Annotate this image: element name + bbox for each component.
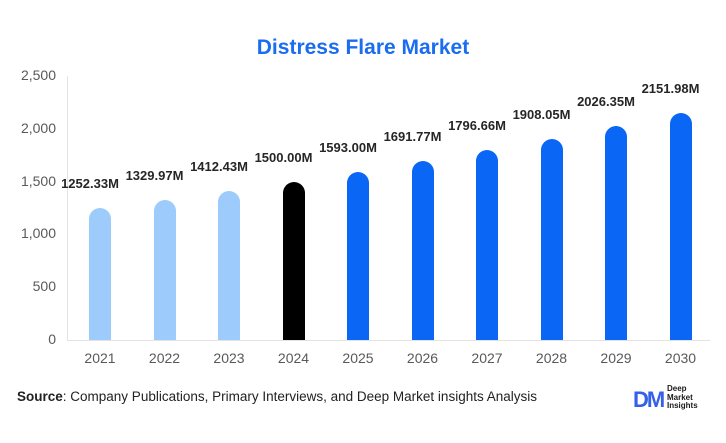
value-label: 1908.05M	[512, 106, 571, 122]
logo-wordmark: Deep Market Insights	[667, 384, 698, 411]
bar-2029	[605, 126, 627, 340]
y-tick-label: 500	[32, 278, 56, 295]
bar-2024	[282, 181, 305, 340]
x-tick-label: 2030	[664, 350, 697, 366]
source-text: : Company Publications, Primary Intervie…	[62, 389, 537, 404]
logo-line-2: Market	[667, 392, 693, 402]
value-label: 1691.77M	[383, 129, 442, 145]
bar-2022	[153, 199, 176, 340]
value-label: 1796.66M	[448, 118, 506, 134]
bar-2021	[89, 207, 111, 340]
y-axis-line	[67, 76, 68, 340]
x-tick-label: 2022	[148, 350, 181, 366]
x-tick-label: 2024	[277, 350, 310, 366]
bar-2028	[540, 138, 563, 340]
y-tick-label: 1,500	[20, 172, 56, 189]
chart-title: Distress Flare Market	[256, 36, 470, 59]
logo-line-3: Insights	[667, 401, 698, 410]
x-axis-line	[67, 340, 710, 341]
y-tick-label: 2,000	[20, 119, 56, 136]
value-label: 1500.00M	[254, 149, 313, 165]
value-label: 1593.00M	[319, 139, 377, 155]
value-label: 1329.97M	[125, 167, 184, 183]
x-tick-label: 2023	[213, 350, 245, 366]
bar-2025	[347, 171, 369, 340]
logo-line-1: Deep	[667, 384, 687, 393]
x-tick-label: 2021	[84, 350, 116, 366]
value-label: 1252.33M	[61, 175, 119, 191]
y-tick-label: 2,500	[20, 67, 56, 83]
logo-icon: DM	[633, 387, 665, 412]
bar-2027	[476, 150, 498, 340]
source-note: Source: Company Publications, Primary In…	[17, 389, 537, 404]
source-label: Source	[17, 389, 63, 404]
x-tick-label: 2025	[342, 350, 374, 366]
y-tick-label: 1,000	[20, 225, 56, 242]
bar-2023	[218, 190, 240, 340]
value-label: 1412.43M	[190, 158, 248, 174]
x-tick-label: 2026	[406, 350, 439, 366]
x-tick-label: 2028	[535, 350, 568, 366]
y-tick-label: 0	[48, 331, 56, 347]
bar-2030	[669, 112, 692, 340]
value-label: 2026.35M	[577, 94, 635, 110]
x-tick-label: 2029	[600, 350, 632, 366]
bar-2026	[411, 161, 434, 340]
value-label: 2151.98M	[641, 80, 700, 96]
brand-logo: DM Deep Market Insights	[633, 384, 713, 412]
x-tick-label: 2027	[471, 350, 503, 366]
